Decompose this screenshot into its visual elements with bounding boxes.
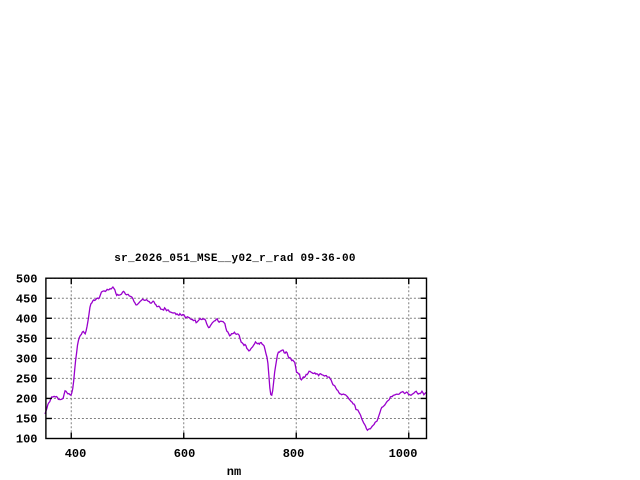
svg-text:sr_2026_051_MSE__y02_r_rad 09-: sr_2026_051_MSE__y02_r_rad 09-36-00 — [114, 253, 356, 265]
svg-text:600: 600 — [174, 447, 196, 461]
svg-text:300: 300 — [16, 353, 38, 367]
svg-text:400: 400 — [65, 447, 87, 461]
svg-text:500: 500 — [16, 273, 38, 287]
svg-text:350: 350 — [16, 333, 38, 347]
svg-text:200: 200 — [16, 393, 38, 407]
svg-text:250: 250 — [16, 373, 38, 387]
svg-text:100: 100 — [16, 433, 38, 447]
svg-text:450: 450 — [16, 293, 38, 307]
svg-text:nm: nm — [227, 465, 241, 479]
svg-text:150: 150 — [16, 413, 38, 427]
svg-text:400: 400 — [16, 313, 38, 327]
svg-text:800: 800 — [283, 447, 305, 461]
svg-text:1000: 1000 — [389, 447, 418, 461]
